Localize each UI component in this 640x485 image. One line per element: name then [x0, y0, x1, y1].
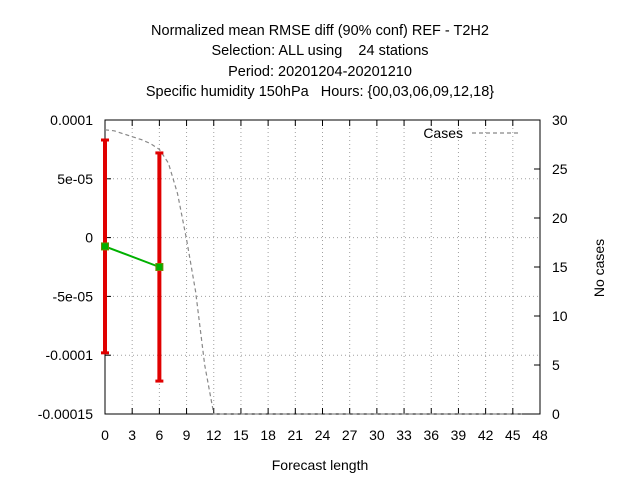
- y2-tick-label: 30: [552, 112, 568, 128]
- legend-label-cases: Cases: [423, 125, 463, 141]
- x-tick-label: 12: [206, 427, 222, 443]
- x-tick-label: 33: [396, 427, 412, 443]
- title-line-4: Specific humidity 150hPa Hours: {00,03,0…: [146, 84, 494, 100]
- x-tick-label: 3: [128, 427, 136, 443]
- y2-tick-label: 15: [552, 259, 568, 275]
- y-tick-label: 5e-05: [57, 171, 93, 187]
- x-tick-label: 21: [288, 427, 304, 443]
- x-tick-label: 9: [183, 427, 191, 443]
- cases-line: [104, 129, 522, 415]
- grid: [105, 120, 540, 414]
- y-tick-label: -0.00015: [38, 406, 93, 422]
- y-tick-label: -0.0001: [46, 347, 94, 363]
- x-tick-label: 18: [260, 427, 276, 443]
- title-line-3: Period: 20201204-20201210: [228, 64, 412, 80]
- y-tick-label: 0.0001: [50, 112, 93, 128]
- title-line-1: Normalized mean RMSE diff (90% conf) REF…: [151, 23, 489, 39]
- mean-line: [104, 245, 160, 268]
- x-tick-label: 15: [233, 427, 249, 443]
- x-tick-label: 30: [369, 427, 385, 443]
- y2-tick-label: 5: [552, 357, 560, 373]
- y-tick-label: 0: [85, 230, 93, 246]
- x-tick-label: 36: [423, 427, 439, 443]
- y2-tick-label: 25: [552, 161, 568, 177]
- x-tick-label: 27: [342, 427, 358, 443]
- x-axis-label: Forecast length: [272, 457, 369, 473]
- x-tick-label: 6: [155, 427, 163, 443]
- series-layer: [101, 129, 522, 415]
- title-line-2: Selection: ALL using 24 stations: [211, 43, 428, 59]
- x-tick-label: 0: [101, 427, 109, 443]
- data-point: [101, 242, 109, 251]
- y-tick-label: -5e-05: [53, 288, 94, 304]
- y2-tick-label: 0: [552, 406, 560, 422]
- titles: Normalized mean RMSE diff (90% conf) REF…: [146, 23, 494, 100]
- x-tick-label: 39: [451, 427, 467, 443]
- y2-tick-label: 10: [552, 308, 568, 324]
- x-tick-label: 24: [315, 427, 331, 443]
- x-tick-label: 42: [478, 427, 494, 443]
- axis-ticks: 0 3 6 9 12 15 18 21 24 27 30 33 36 39 42 45 480.00015e-0…: [38, 112, 568, 443]
- x-tick-label: 48: [532, 427, 548, 443]
- y2-axis-label: No cases: [591, 239, 607, 297]
- legend: Cases: [423, 125, 520, 141]
- data-point: [155, 263, 164, 271]
- y2-tick-label: 20: [552, 210, 568, 226]
- x-tick-label: 45: [505, 427, 521, 443]
